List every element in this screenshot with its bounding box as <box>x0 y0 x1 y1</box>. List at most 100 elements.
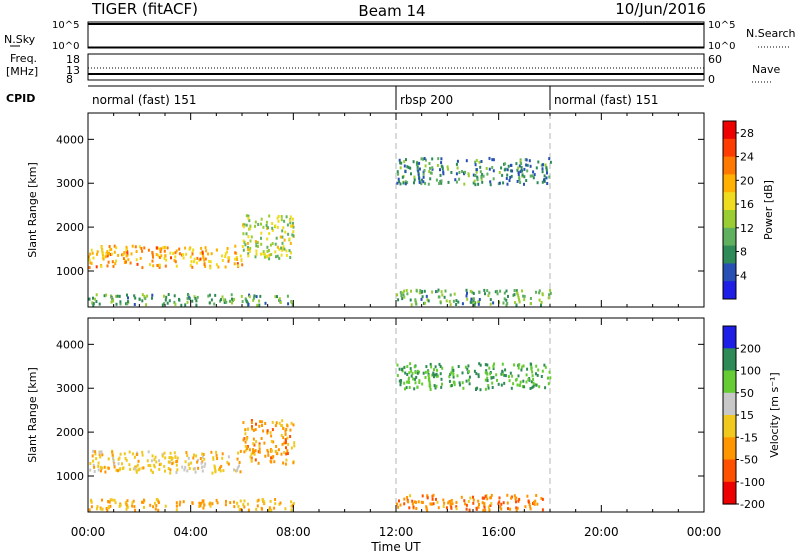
echo-cell <box>489 298 492 302</box>
echo-cell <box>482 174 485 178</box>
echo-cell <box>475 158 478 162</box>
echo-cell <box>412 377 415 381</box>
echo-cell <box>410 369 413 373</box>
echo-cell <box>194 470 197 474</box>
echo-cell <box>181 465 184 469</box>
echo-cell <box>156 264 159 267</box>
echo-cell <box>472 498 475 502</box>
echo-cell <box>274 224 277 228</box>
echo-cell <box>396 363 399 367</box>
echo-cell <box>269 499 272 503</box>
echo-cell <box>418 180 421 184</box>
echo-cell <box>221 452 224 456</box>
echo-cell <box>164 504 167 508</box>
echo-cell <box>195 299 198 303</box>
echo-cell <box>99 455 102 459</box>
echo-cell <box>540 375 543 378</box>
echo-cell <box>461 381 464 385</box>
echo-cell <box>253 450 256 453</box>
echo-cell <box>455 500 458 504</box>
echo-cell <box>251 425 253 429</box>
echo-cell <box>285 215 288 219</box>
echo-cell <box>449 503 452 507</box>
echo-cell <box>406 373 409 376</box>
echo-cell <box>184 246 187 250</box>
echo-cell <box>489 302 492 306</box>
echo-cell <box>175 471 178 474</box>
echo-cell <box>485 167 488 170</box>
echo-cell <box>175 504 178 508</box>
echo-cell <box>535 383 538 387</box>
echo-cell <box>439 179 442 183</box>
echo-cell <box>517 366 520 370</box>
echo-cell <box>510 496 513 500</box>
echo-cell <box>143 505 145 509</box>
echo-cell <box>199 251 202 255</box>
echo-cell <box>492 301 495 305</box>
echo-cell <box>483 496 486 500</box>
echo-cell <box>286 449 289 453</box>
echo-cell <box>272 440 275 444</box>
echo-cell <box>410 172 412 176</box>
echo-cell <box>525 163 528 167</box>
colorbar-tick-label: 24 <box>740 151 754 164</box>
echo-cell <box>155 504 158 508</box>
echo-cell <box>190 260 193 264</box>
echo-cell <box>122 257 125 261</box>
echo-cell <box>449 293 452 297</box>
echo-cell <box>422 175 425 179</box>
echo-cell <box>289 219 291 223</box>
echo-cell <box>507 507 509 511</box>
colorbar-segment <box>723 281 736 300</box>
echo-cell <box>236 457 239 461</box>
echo-cell <box>268 257 271 261</box>
echo-cell <box>464 502 467 506</box>
echo-cell <box>109 504 112 508</box>
echo-cell <box>202 256 205 260</box>
echo-cell <box>233 505 236 509</box>
echo-cell <box>254 224 256 228</box>
echo-cell <box>283 219 286 223</box>
echo-cell <box>400 294 403 298</box>
echo-cell <box>136 463 139 467</box>
echo-cell <box>477 373 480 377</box>
echo-cell <box>247 303 250 306</box>
x-tick-label: 12:00 <box>379 525 414 539</box>
echo-cell <box>424 370 427 374</box>
echo-cell <box>134 465 137 469</box>
echo-cell <box>548 157 551 161</box>
echo-cell <box>535 290 537 294</box>
echo-cell <box>426 508 429 512</box>
echo-cell <box>483 505 486 509</box>
echo-cell <box>483 502 486 506</box>
echo-cell <box>243 223 246 227</box>
echo-cell <box>510 174 513 178</box>
echo-cell <box>427 374 430 378</box>
echo-cell <box>98 451 101 455</box>
echo-cell <box>491 166 494 169</box>
echo-cell <box>260 222 262 226</box>
echo-cell <box>109 248 111 252</box>
power-colorbar-label: Power [dB] <box>762 180 775 240</box>
colorbar-segment <box>723 192 736 211</box>
echo-cell <box>173 451 176 455</box>
echo-cell <box>521 289 523 293</box>
echo-cell <box>209 504 212 508</box>
echo-cell <box>399 379 402 383</box>
echo-cell <box>452 368 455 372</box>
echo-cell <box>219 469 222 473</box>
echo-cell <box>497 182 500 186</box>
echo-cell <box>418 379 421 383</box>
echo-cell <box>240 259 243 263</box>
echo-cell <box>477 300 480 304</box>
echo-cell <box>259 420 262 424</box>
echo-cell <box>159 250 162 254</box>
echo-cell <box>518 164 521 168</box>
echo-cell <box>190 461 193 465</box>
echo-cell <box>271 226 274 230</box>
echo-cell <box>509 163 512 167</box>
echo-cell <box>155 253 158 256</box>
echo-cell <box>518 178 521 181</box>
echo-cell <box>262 429 265 433</box>
echo-cell <box>216 457 219 460</box>
